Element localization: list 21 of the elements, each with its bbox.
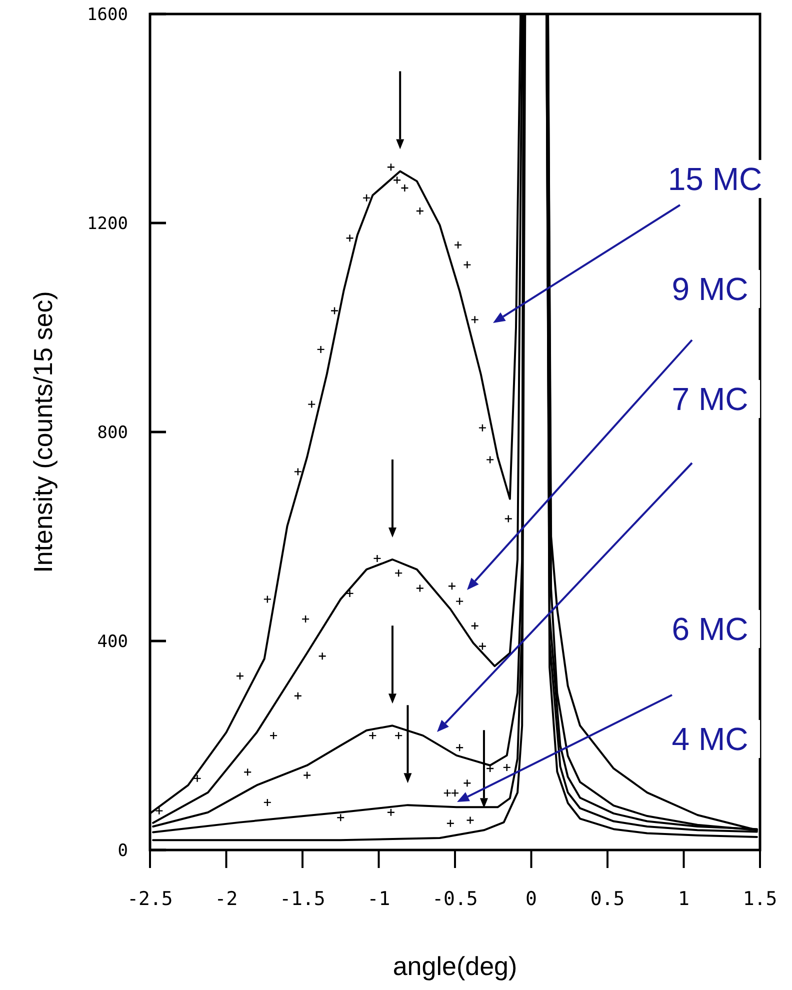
x-tick-label: -2.5	[127, 888, 173, 910]
y-tick-label: 0	[118, 841, 128, 861]
annotation: 6 MC	[672, 611, 748, 647]
x-tick-label: 1	[678, 888, 690, 910]
annotation: 9 MC	[672, 271, 748, 307]
x-tick-label: -1.5	[280, 888, 326, 910]
annotation: 7 MC	[672, 381, 748, 417]
annotation: 4 MC	[672, 721, 748, 757]
x-tick-label: 0.5	[590, 888, 625, 910]
y-tick-label: 1600	[87, 5, 128, 25]
x-tick-label: -1	[367, 888, 390, 910]
y-axis-title: Intensity (counts/15 sec)	[28, 291, 58, 573]
y-tick-label: 1200	[87, 214, 128, 234]
x-tick-label: 0	[526, 888, 537, 910]
y-tick-label: 400	[97, 632, 128, 652]
y-tick-label: 800	[97, 423, 128, 443]
x-tick-label: -2	[214, 888, 238, 910]
x-tick-label: 1.5	[742, 888, 778, 910]
x-axis-title: angle(deg)	[392, 951, 518, 981]
annotation: 15 MC	[668, 161, 762, 197]
x-tick-label: -0.5	[432, 888, 478, 910]
